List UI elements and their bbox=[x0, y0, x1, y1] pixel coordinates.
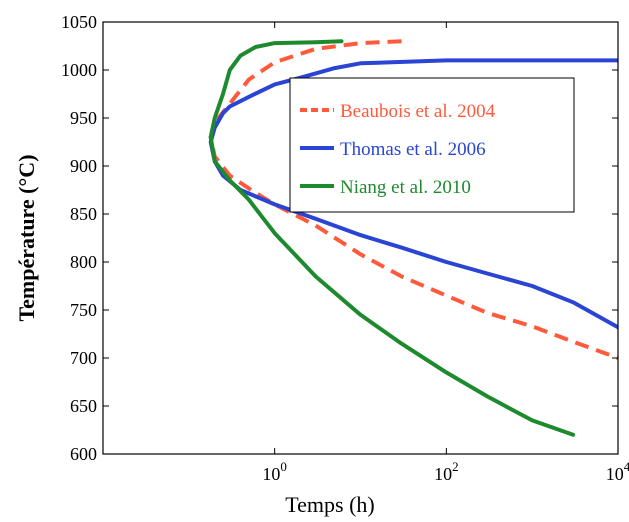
y-tick-label: 950 bbox=[70, 108, 97, 128]
legend-label-2: Thomas et al. 2006 bbox=[340, 139, 486, 160]
y-tick-label: 600 bbox=[70, 444, 97, 464]
y-tick-label: 850 bbox=[70, 204, 97, 224]
x-axis-title: Temps (h) bbox=[285, 492, 375, 517]
y-tick-label: 700 bbox=[70, 348, 97, 368]
x-tick-label: 100 bbox=[262, 459, 287, 484]
legend-label-3: Niang et al. 2010 bbox=[340, 177, 471, 198]
y-tick-label: 800 bbox=[70, 252, 97, 272]
legend-label-1: Beaubois et al. 2004 bbox=[340, 101, 496, 122]
legend-box bbox=[289, 77, 575, 213]
y-tick-label: 1000 bbox=[61, 60, 97, 80]
series-line-3 bbox=[208, 39, 576, 437]
legend: Beaubois et al. 2004 Thomas et al. 2006 Ni… bbox=[289, 77, 575, 213]
plot-frame bbox=[102, 21, 619, 455]
x-tick-label: 102 bbox=[434, 459, 459, 484]
x-tick-label: 104 bbox=[606, 459, 629, 484]
series-line-1 bbox=[208, 39, 618, 360]
y-tick-label: 750 bbox=[70, 300, 97, 320]
y-axis-title: Température (°C) bbox=[14, 154, 39, 321]
y-tick-label: 1050 bbox=[61, 12, 97, 32]
y-tick-label: 900 bbox=[70, 156, 97, 176]
y-tick-label: 650 bbox=[70, 396, 97, 416]
